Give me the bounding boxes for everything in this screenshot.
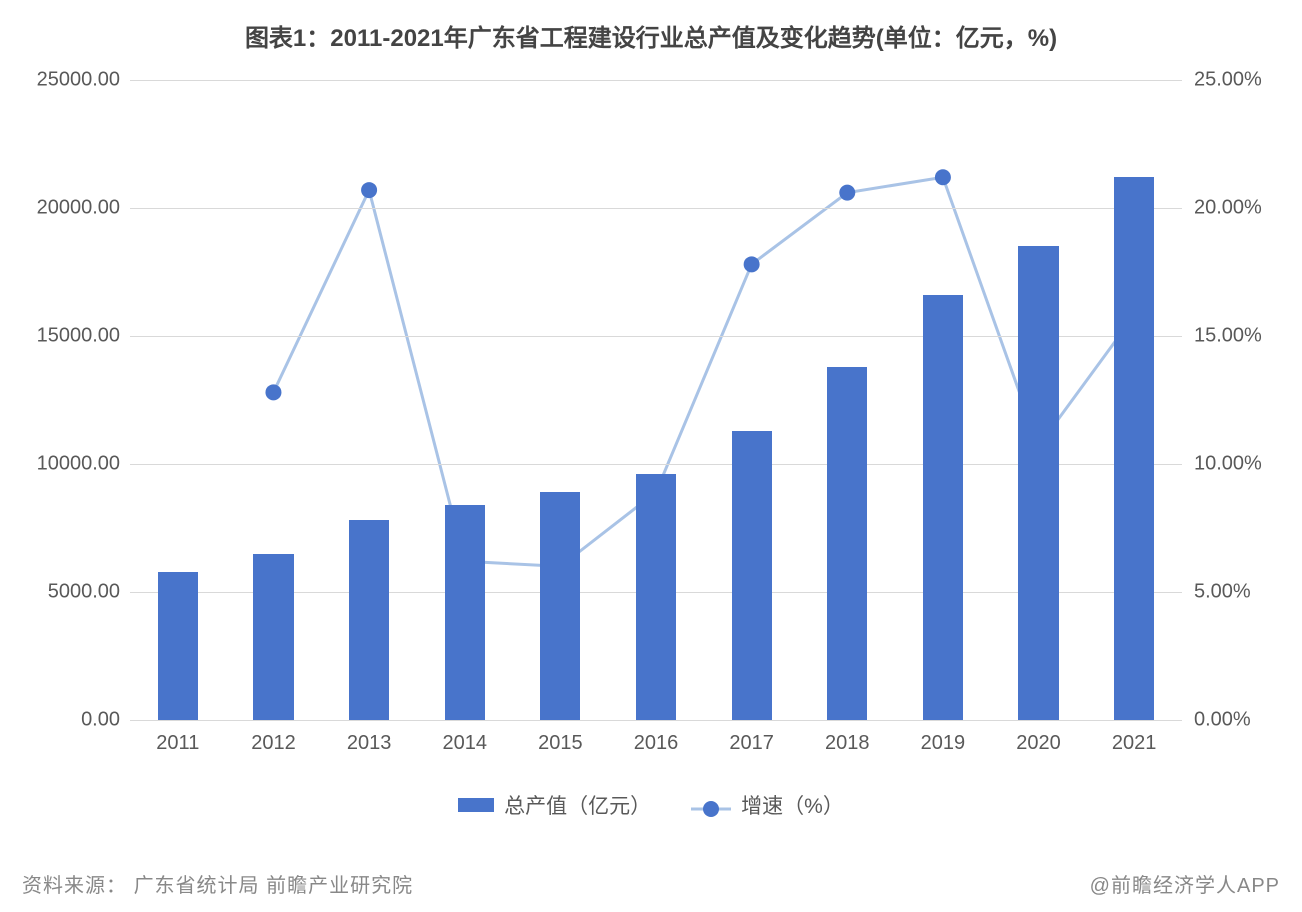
x-tick-label: 2014: [442, 732, 487, 755]
x-tick-label: 2017: [729, 732, 774, 755]
x-tick-label: 2015: [538, 732, 583, 755]
legend-line-swatch: [691, 798, 731, 812]
y-left-tick-label: 20000.00: [37, 197, 120, 220]
legend-bar-swatch: [458, 798, 494, 812]
bar: [732, 431, 772, 720]
x-tick-label: 2012: [251, 732, 296, 755]
gridline: [130, 720, 1182, 721]
legend-item: 总产值（亿元）: [458, 790, 651, 820]
y-left-tick-label: 10000.00: [37, 453, 120, 476]
bar: [827, 367, 867, 720]
legend-item: 增速（%）: [691, 790, 844, 820]
footer-attribution: @前瞻经济学人APP: [1090, 869, 1280, 898]
line-marker: [744, 256, 760, 272]
line-marker: [361, 182, 377, 198]
x-tick-label: 2011: [156, 732, 199, 755]
legend: 总产值（亿元） 增速（%）: [0, 790, 1302, 820]
footer-source: 资料来源： 广东省统计局 前瞻产业研究院: [22, 869, 413, 898]
y-right-tick-label: 15.00%: [1194, 325, 1262, 348]
x-tick-label: 2013: [347, 732, 392, 755]
bar: [158, 572, 198, 720]
line-marker: [839, 185, 855, 201]
bar: [1114, 177, 1154, 720]
gridline: [130, 208, 1182, 209]
y-right-tick-label: 20.00%: [1194, 197, 1262, 220]
x-tick-label: 2019: [921, 732, 966, 755]
x-tick-label: 2020: [1016, 732, 1061, 755]
chart-container: 图表1：2011-2021年广东省工程建设行业总产值及变化趋势(单位：亿元，%)…: [0, 0, 1302, 912]
chart-title: 图表1：2011-2021年广东省工程建设行业总产值及变化趋势(单位：亿元，%): [0, 0, 1302, 53]
bar: [349, 520, 389, 720]
growth-line: [273, 177, 1134, 566]
y-left-tick-label: 15000.00: [37, 325, 120, 348]
bar: [1018, 246, 1058, 720]
footer: 资料来源： 广东省统计局 前瞻产业研究院 @前瞻经济学人APP: [22, 869, 1280, 898]
bar: [636, 474, 676, 720]
x-tick-label: 2018: [825, 732, 870, 755]
y-right-tick-label: 0.00%: [1194, 709, 1251, 732]
plot-wrap: [0, 80, 1302, 720]
plot-area: [130, 80, 1182, 720]
bar: [253, 554, 293, 720]
y-right-tick-label: 10.00%: [1194, 453, 1262, 476]
footer-source-text: 广东省统计局 前瞻产业研究院: [134, 875, 414, 897]
line-marker: [265, 384, 281, 400]
bar: [540, 492, 580, 720]
y-left-tick-label: 0.00: [81, 709, 120, 732]
footer-source-label: 资料来源：: [22, 875, 127, 897]
y-right-tick-label: 5.00%: [1194, 581, 1251, 604]
y-left-tick-label: 25000.00: [37, 69, 120, 92]
line-marker: [935, 169, 951, 185]
y-left-tick-label: 5000.00: [48, 581, 120, 604]
bar: [923, 295, 963, 720]
bar: [445, 505, 485, 720]
y-right-tick-label: 25.00%: [1194, 69, 1262, 92]
x-tick-label: 2021: [1112, 732, 1157, 755]
x-tick-label: 2016: [634, 732, 679, 755]
legend-label: 增速（%）: [741, 790, 844, 820]
gridline: [130, 80, 1182, 81]
legend-label: 总产值（亿元）: [504, 790, 651, 820]
